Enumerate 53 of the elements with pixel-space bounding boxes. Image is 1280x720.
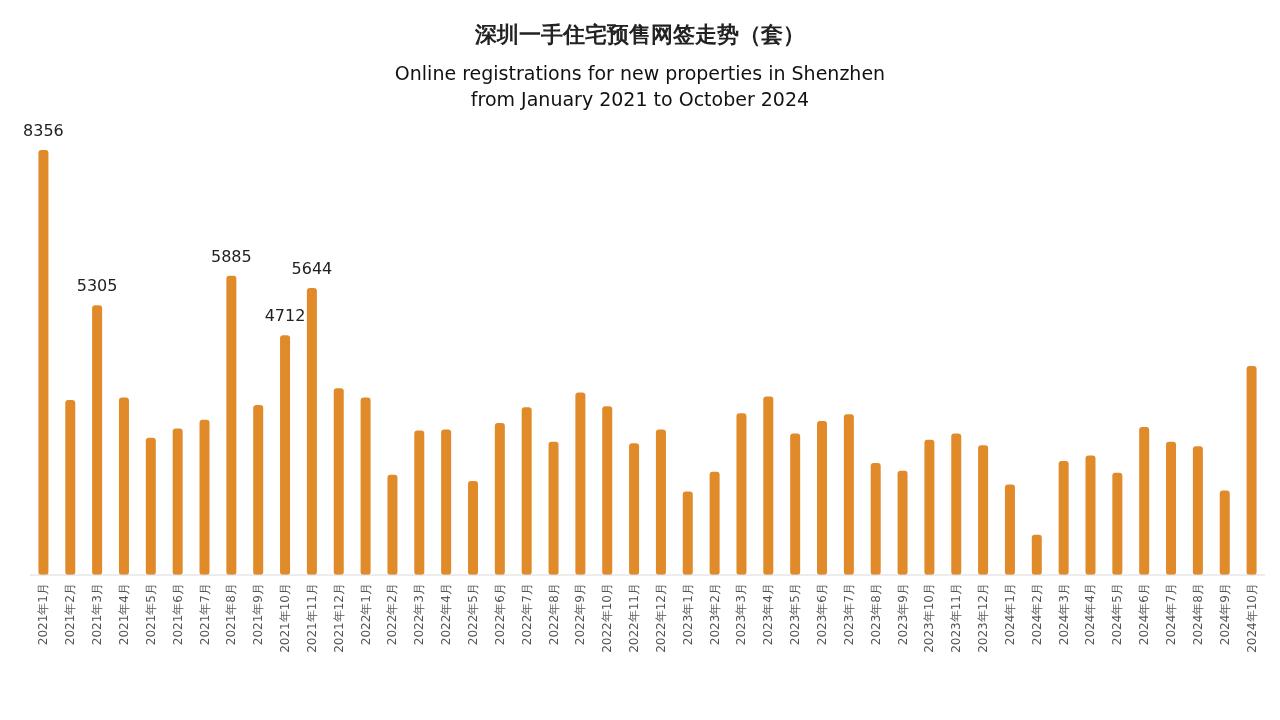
data-label: 5305 [76, 276, 118, 296]
x-tick-label: 2023年8月 [868, 583, 883, 646]
x-tick-label: 2021年3月 [90, 583, 105, 646]
x-tick-label: 2024年8月 [1190, 583, 1205, 646]
x-tick-label: 2024年10月 [1244, 583, 1259, 653]
x-tick-label: 2022年10月 [600, 583, 615, 653]
data-label: 8356 [23, 121, 64, 140]
x-tick-label: 2024年7月 [1164, 583, 1179, 646]
x-tick-label: 2023年10月 [922, 583, 937, 653]
x-tick-label: 2022年5月 [465, 583, 480, 646]
chart-subtitle: Online registrations for new properties in Shenzhen from January 2021 to October 2024 [394, 62, 886, 110]
x-tick-label: 2021年9月 [251, 583, 266, 646]
x-tick-label: 2024年6月 [1137, 583, 1152, 646]
x-tick-label: 2022年6月 [492, 583, 507, 646]
x-tick-label: 2022年3月 [412, 583, 427, 646]
x-tick-label: 2022年7月 [519, 583, 534, 646]
x-tick-label: 2022年12月 [653, 583, 668, 653]
x-tick-label: 2021年5月 [143, 583, 158, 646]
x-tick-label: 2024年1月 [1002, 583, 1017, 646]
x-tick-label: 2021年10月 [278, 583, 293, 653]
x-tick-label: 2023年9月 [895, 583, 910, 646]
x-tick-label: 2023年2月 [707, 583, 722, 646]
x-tick-label: 2023年12月 [976, 583, 991, 653]
data-label: 5885 [211, 246, 252, 266]
x-tick-label: 2022年2月 [385, 583, 400, 646]
x-tick-label: 2021年6月 [170, 583, 185, 646]
x-tick-label: 2022年1月 [358, 583, 373, 646]
x-tick-label: 2022年8月 [546, 583, 561, 646]
x-tick-label: 2024年3月 [1056, 583, 1071, 646]
x-tick-label: 2023年7月 [841, 583, 856, 646]
x-tick-label: 2021年11月 [304, 583, 319, 653]
x-tick-label: 2022年9月 [573, 583, 588, 646]
x-tick-label: 2021年7月 [197, 583, 212, 646]
x-tick-label: 2023年6月 [815, 583, 830, 646]
x-tick-label: 2022年4月 [439, 583, 454, 646]
x-tick-label: 2021年1月 [36, 583, 51, 646]
chart-title: 深圳一手住宅预售网签走势（套） [474, 22, 805, 47]
data-label: 4712 [264, 306, 306, 326]
x-tick-label: 2022年11月 [627, 583, 642, 653]
x-tick-label: 2023年5月 [788, 583, 803, 646]
x-tick-label: 2021年4月 [116, 583, 131, 646]
data-label: 5644 [291, 258, 333, 278]
x-tick-label: 2023年11月 [949, 583, 964, 653]
x-tick-label: 2023年3月 [734, 583, 749, 646]
x-tick-label: 2024年2月 [1029, 583, 1044, 646]
x-tick-label: 2021年8月 [224, 583, 239, 646]
x-tick-label: 2024年4月 [1083, 583, 1098, 646]
x-tick-label: 2023年4月 [761, 583, 776, 646]
x-tick-label: 2021年2月 [63, 583, 78, 646]
x-tick-label: 2024年9月 [1217, 583, 1232, 646]
x-tick-label: 2024年5月 [1110, 583, 1125, 646]
x-tick-label: 2021年12月 [331, 583, 346, 653]
x-tick-label: 2023年1月 [680, 583, 695, 646]
